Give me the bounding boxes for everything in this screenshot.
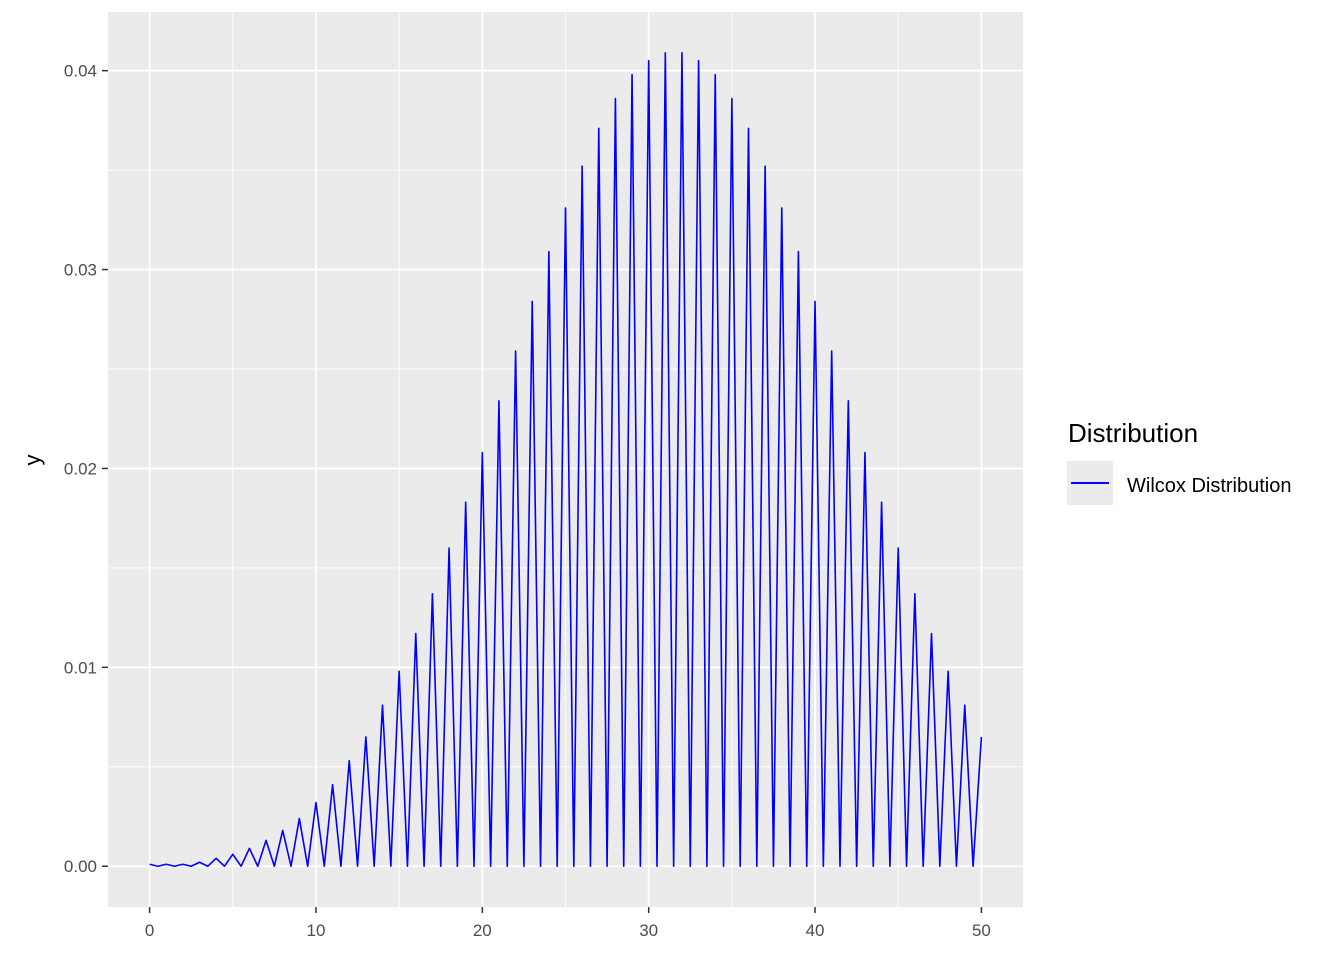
- x-axis: 0 10 20 30 40 50: [145, 907, 991, 940]
- y-axis-title: y: [20, 455, 45, 466]
- x-tick-label: 30: [639, 921, 658, 940]
- x-tick-label: 10: [306, 921, 325, 940]
- y-axis: 0.00 0.01 0.02 0.03 0.04: [64, 62, 108, 876]
- major-gridlines: [108, 12, 1023, 907]
- x-tick-label: 0: [145, 921, 154, 940]
- y-tick-label: 0.03: [64, 261, 97, 280]
- legend-label-wilcox: Wilcox Distribution: [1127, 475, 1291, 497]
- x-tick-label: 50: [972, 921, 991, 940]
- y-tick-label: 0.02: [64, 459, 97, 478]
- series-layer: [149, 51, 983, 868]
- legend: Distribution Wilcox Distribution: [1067, 418, 1291, 505]
- y-tick-label: 0.01: [64, 658, 97, 677]
- x-tick-label: 40: [806, 921, 825, 940]
- y-tick-label: 0.00: [64, 857, 97, 876]
- series-line-wilcox: [149, 51, 983, 868]
- x-tick-label: 20: [473, 921, 492, 940]
- y-tick-label: 0.04: [64, 62, 97, 81]
- legend-title: Distribution: [1068, 418, 1198, 448]
